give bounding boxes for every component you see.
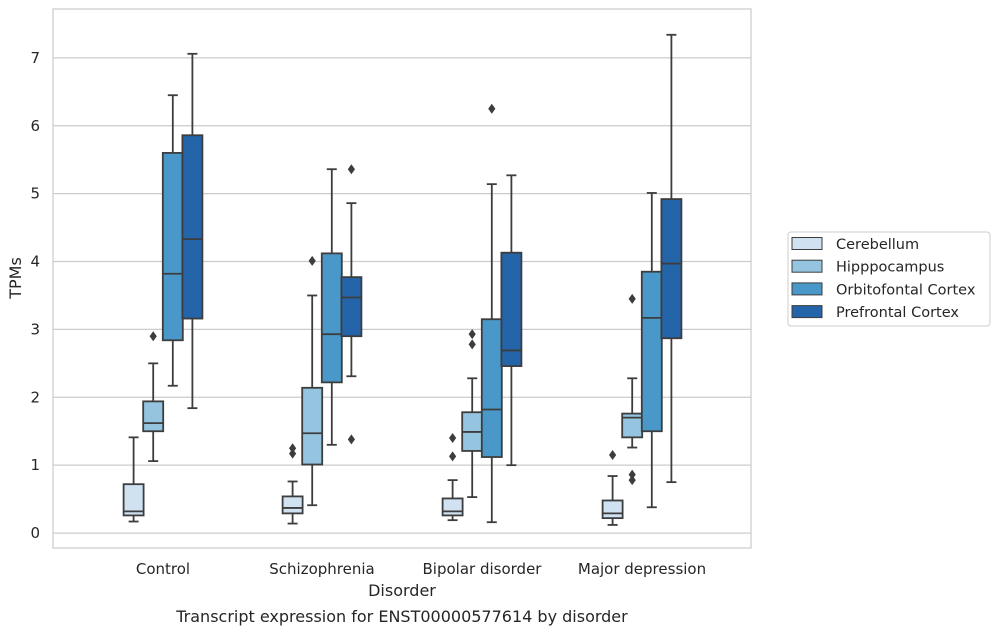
box-iqr xyxy=(181,134,204,320)
box-iqr xyxy=(142,400,165,433)
y-tick-label: 3 xyxy=(30,320,40,338)
legend-swatch xyxy=(791,282,823,296)
box-group xyxy=(601,449,624,526)
outlier-point xyxy=(449,451,457,462)
legend-label: Hipppocampus xyxy=(836,260,944,276)
box-group xyxy=(660,33,683,484)
box-iqr xyxy=(500,251,523,367)
box-group xyxy=(281,443,304,525)
y-axis-title: TPMs xyxy=(6,257,25,300)
legend-swatch xyxy=(791,237,823,250)
figure-caption: Transcript expression for ENST0000057761… xyxy=(175,607,628,626)
legend-item: Orbitofontal Cortex xyxy=(791,282,976,298)
y-tick-label: 1 xyxy=(30,456,40,474)
box-group xyxy=(340,164,363,445)
legend-item: Cerebellum xyxy=(791,237,919,253)
outlier-point xyxy=(488,103,496,114)
box-iqr xyxy=(660,198,683,340)
legend-label: Orbitofontal Cortex xyxy=(836,282,976,298)
outlier-point xyxy=(468,339,476,350)
box-group xyxy=(122,436,145,523)
box-iqr xyxy=(480,318,503,458)
outlier-point xyxy=(609,449,617,460)
x-tick-labels: Control Schizophrenia Bipolar disorder Majo… xyxy=(136,560,706,578)
box-groups xyxy=(122,33,683,526)
y-tick-label: 0 xyxy=(30,524,40,542)
box-iqr xyxy=(340,276,363,338)
legend-frame xyxy=(787,231,991,327)
y-tick-label: 4 xyxy=(30,253,40,271)
outlier-point xyxy=(347,434,355,445)
box-group xyxy=(142,331,165,463)
box-iqr xyxy=(640,270,663,433)
box-iqr xyxy=(441,497,464,517)
y-tick-label: 6 xyxy=(30,117,40,135)
legend-item: Prefrontal Cortex xyxy=(791,305,959,321)
outlier-point xyxy=(468,329,476,340)
legend-items: Cerebellum Hipppocampus Orbitofontal Corte… xyxy=(791,237,976,321)
x-tick-label: Schizophrenia xyxy=(269,560,374,578)
outlier-point xyxy=(628,469,636,480)
legend-label: Cerebellum xyxy=(836,237,919,253)
outlier-point xyxy=(628,475,636,486)
y-tick-label: 2 xyxy=(30,388,40,406)
outlier-point xyxy=(449,433,457,444)
box-group xyxy=(621,293,644,486)
box-group xyxy=(480,103,503,524)
legend: Cerebellum Hipppocampus Orbitofontal Corte… xyxy=(787,231,991,327)
box-group xyxy=(500,174,523,467)
outlier-point xyxy=(289,443,297,454)
outlier-point xyxy=(289,448,297,459)
outlier-point xyxy=(149,331,157,342)
legend-swatch xyxy=(791,305,823,319)
legend-swatch xyxy=(791,259,823,273)
box-iqr xyxy=(281,495,304,515)
x-axis-title: Disorder xyxy=(368,581,436,600)
box-group xyxy=(640,192,663,509)
plot-frame xyxy=(52,8,752,549)
outlier-point xyxy=(347,164,355,175)
y-tick-label: 5 xyxy=(30,185,40,203)
y-tick-labels: 0 1 2 3 4 5 6 7 xyxy=(30,49,40,542)
legend-label: Prefrontal Cortex xyxy=(836,305,959,321)
box-iqr xyxy=(301,386,324,466)
box-iqr xyxy=(320,252,343,384)
box-group xyxy=(181,52,204,410)
outlier-point xyxy=(308,255,316,266)
x-tick-label: Major depression xyxy=(578,560,706,578)
box-iqr xyxy=(122,483,145,517)
box-iqr xyxy=(161,152,184,342)
legend-item: Hipppocampus xyxy=(791,259,944,276)
x-tick-label: Bipolar disorder xyxy=(423,560,543,578)
box-iqr xyxy=(601,499,624,520)
box-group xyxy=(301,255,324,507)
box-group xyxy=(441,433,464,522)
y-tick-label: 7 xyxy=(30,49,40,67)
x-tick-label: Control xyxy=(136,560,190,578)
outlier-point xyxy=(628,293,636,304)
